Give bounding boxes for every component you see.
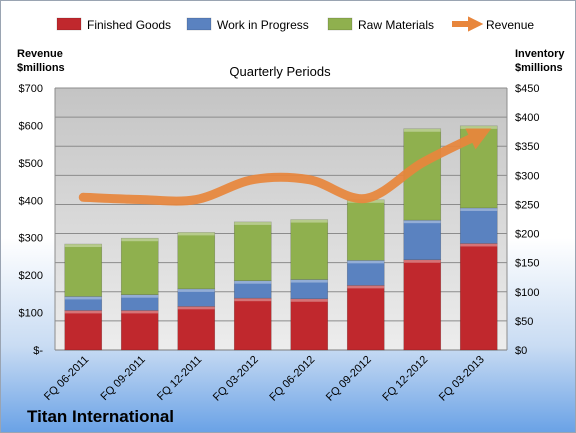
right-tick-label: $250 — [515, 199, 539, 211]
bar-highlight — [290, 219, 328, 223]
bar-highlight — [121, 310, 159, 314]
bar-raw-materials — [346, 199, 385, 261]
bar-work-in-progress — [346, 260, 385, 286]
left-tick-label: $100 — [19, 308, 43, 320]
right-tick-label: $350 — [515, 141, 539, 153]
bar-raw-materials — [233, 221, 272, 282]
left-tick-label: $700 — [19, 83, 43, 95]
bar-highlight — [234, 221, 272, 225]
legend-swatch-finished-goods — [56, 17, 82, 31]
right-tick-label: $150 — [515, 258, 539, 270]
bar-raw-materials — [64, 243, 103, 297]
bar-highlight — [177, 306, 215, 310]
bar-highlight — [403, 259, 441, 263]
company-name: Titan International — [27, 407, 174, 426]
bar-finished-goods — [233, 297, 272, 351]
x-tick-label: FQ 09-2011 — [98, 354, 147, 403]
legend: Finished Goods Work in Progress Raw Materi… — [56, 16, 534, 32]
right-tick-label: $200 — [515, 229, 539, 241]
bar-highlight — [347, 285, 385, 289]
legend-label: Finished Goods — [87, 18, 171, 32]
bar-highlight — [121, 294, 159, 298]
bar-finished-goods — [346, 285, 385, 351]
bar-highlight — [64, 296, 102, 300]
bar-highlight — [403, 128, 441, 132]
right-tick-label: $100 — [515, 287, 539, 299]
bar-work-in-progress — [459, 207, 498, 244]
bar-finished-goods — [290, 298, 329, 351]
legend-swatch-raw-materials — [327, 17, 353, 31]
bar-finished-goods — [120, 310, 159, 351]
left-tick-label: $400 — [19, 195, 43, 207]
bar-finished-goods — [64, 310, 103, 351]
x-tick-label: FQ 06-2011 — [42, 354, 91, 403]
bar-raw-materials — [290, 219, 329, 280]
left-axis-ticks: $- $100 $200 $300 $400 $500 $600 $700 — [19, 83, 44, 357]
bar-highlight — [460, 243, 498, 247]
right-axis-title-line1: Inventory — [515, 48, 565, 60]
right-tick-label: $400 — [515, 112, 539, 124]
bar-finished-goods — [177, 306, 216, 351]
bar-highlight — [347, 260, 385, 264]
legend-label: Revenue — [486, 18, 534, 32]
bar-highlight — [290, 298, 328, 302]
revenue-line — [78, 128, 492, 206]
x-tick-label: FQ 09-2012 — [324, 354, 374, 404]
left-tick-label: $200 — [19, 270, 43, 282]
right-axis-title-line2: $millions — [515, 62, 563, 74]
legend-label: Work in Progress — [217, 18, 309, 32]
legend-label: Raw Materials — [358, 18, 434, 32]
x-tick-label: FQ 06-2012 — [267, 354, 317, 404]
bar-highlight — [177, 288, 215, 292]
x-tick-label: FQ 03-2012 — [211, 354, 261, 404]
x-tick-label: FQ 12-2012 — [380, 354, 430, 404]
x-tick-label: FQ 12-2011 — [155, 354, 204, 403]
bar-finished-goods — [403, 259, 442, 351]
bar-highlight — [64, 244, 102, 248]
right-axis-ticks: $0 $50 $100 $150 $200 $250 $300 $350 $400 $450 — [515, 83, 539, 357]
right-tick-label: $50 — [515, 316, 533, 328]
bar-finished-goods — [459, 243, 498, 351]
bar-work-in-progress — [403, 219, 442, 261]
bar-highlight — [460, 207, 498, 211]
bar-highlight — [177, 232, 215, 236]
x-tick-label: FQ 03-2013 — [437, 354, 487, 404]
bar-highlight — [234, 280, 272, 284]
left-axis-title-line1: Revenue — [17, 48, 63, 60]
x-axis-ticks: FQ 06-2011 FQ 09-2011 FQ 12-2011 FQ 03-2012… — [42, 354, 487, 404]
legend-swatch-work-in-progress — [186, 17, 212, 31]
left-tick-label: $500 — [19, 158, 43, 170]
left-tick-label: $300 — [19, 233, 43, 245]
left-tick-label: $600 — [19, 120, 43, 132]
right-tick-label: $300 — [515, 170, 539, 182]
left-axis-title-line2: $millions — [17, 62, 65, 74]
left-tick-label: $- — [33, 345, 43, 357]
right-tick-label: $450 — [515, 83, 539, 95]
chart-subtitle: Quarterly Periods — [229, 64, 331, 79]
bar-highlight — [290, 279, 328, 283]
bar-highlight — [64, 310, 102, 314]
bar-highlight — [460, 125, 498, 129]
bar-highlight — [234, 298, 272, 302]
bar-highlight — [121, 238, 159, 242]
revenue-line-layer — [78, 128, 492, 206]
bar-raw-materials — [120, 237, 159, 295]
bar-highlight — [403, 220, 441, 224]
right-tick-label: $0 — [515, 345, 527, 357]
bar-raw-materials — [177, 232, 216, 290]
